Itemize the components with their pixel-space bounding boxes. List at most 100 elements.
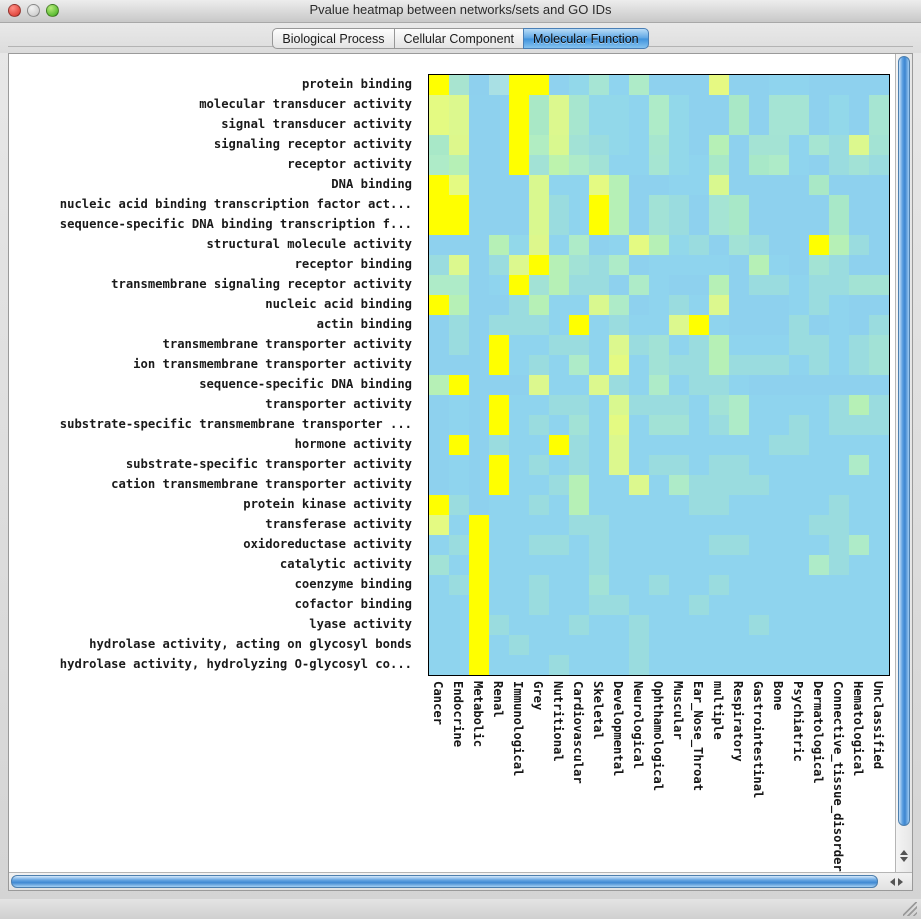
heatmap-cell[interactable]	[769, 435, 789, 455]
heatmap-cell[interactable]	[689, 635, 709, 655]
heatmap-cell[interactable]	[609, 235, 629, 255]
heatmap-cell[interactable]	[729, 115, 749, 135]
heatmap-cell[interactable]	[869, 155, 889, 175]
heatmap-cell[interactable]	[669, 515, 689, 535]
heatmap-cell[interactable]	[429, 575, 449, 595]
heatmap-cell[interactable]	[849, 535, 869, 555]
heatmap-cell[interactable]	[449, 615, 469, 635]
heatmap-cell[interactable]	[749, 595, 769, 615]
heatmap-cell[interactable]	[489, 275, 509, 295]
heatmap-cell[interactable]	[749, 275, 769, 295]
heatmap-cell[interactable]	[549, 635, 569, 655]
heatmap-cell[interactable]	[689, 495, 709, 515]
heatmap-cell[interactable]	[609, 155, 629, 175]
heatmap-cell[interactable]	[729, 495, 749, 515]
heatmap-cell[interactable]	[829, 495, 849, 515]
heatmap-cell[interactable]	[529, 355, 549, 375]
heatmap-cell[interactable]	[449, 175, 469, 195]
heatmap-cell[interactable]	[629, 455, 649, 475]
heatmap-cell[interactable]	[509, 75, 529, 95]
heatmap-cell[interactable]	[729, 635, 749, 655]
heatmap-cell[interactable]	[429, 415, 449, 435]
heatmap-cell[interactable]	[629, 435, 649, 455]
heatmap-cell[interactable]	[689, 255, 709, 275]
heatmap-cell[interactable]	[589, 415, 609, 435]
heatmap-cell[interactable]	[629, 375, 649, 395]
heatmap-cell[interactable]	[669, 295, 689, 315]
heatmap-cell[interactable]	[669, 575, 689, 595]
heatmap-cell[interactable]	[729, 555, 749, 575]
heatmap-cell[interactable]	[649, 475, 669, 495]
heatmap-cell[interactable]	[829, 355, 849, 375]
heatmap-cell[interactable]	[489, 115, 509, 135]
heatmap-cell[interactable]	[609, 135, 629, 155]
heatmap-cell[interactable]	[449, 575, 469, 595]
heatmap-cell[interactable]	[789, 255, 809, 275]
heatmap-cell[interactable]	[429, 115, 449, 135]
heatmap-cell[interactable]	[729, 415, 749, 435]
heatmap-cell[interactable]	[689, 335, 709, 355]
heatmap-cell[interactable]	[869, 435, 889, 455]
heatmap-cell[interactable]	[509, 315, 529, 335]
heatmap-cell[interactable]	[729, 275, 749, 295]
heatmap-cell[interactable]	[849, 455, 869, 475]
heatmap-cell[interactable]	[649, 555, 669, 575]
heatmap-cell[interactable]	[869, 575, 889, 595]
heatmap-cell[interactable]	[869, 375, 889, 395]
heatmap-cell[interactable]	[749, 575, 769, 595]
heatmap-cell[interactable]	[789, 615, 809, 635]
heatmap-cell[interactable]	[789, 335, 809, 355]
heatmap-cell[interactable]	[849, 415, 869, 435]
heatmap-cell[interactable]	[709, 395, 729, 415]
heatmap-cell[interactable]	[809, 535, 829, 555]
heatmap-cell[interactable]	[749, 295, 769, 315]
heatmap-cell[interactable]	[429, 535, 449, 555]
heatmap-cell[interactable]	[829, 335, 849, 355]
heatmap-cell[interactable]	[509, 375, 529, 395]
heatmap-cell[interactable]	[769, 355, 789, 375]
heatmap-cell[interactable]	[729, 655, 749, 675]
heatmap-cell[interactable]	[869, 455, 889, 475]
heatmap-cell[interactable]	[609, 215, 629, 235]
heatmap-cell[interactable]	[749, 315, 769, 335]
heatmap-cell[interactable]	[869, 195, 889, 215]
heatmap-cell[interactable]	[649, 255, 669, 275]
heatmap-cell[interactable]	[649, 155, 669, 175]
heatmap-cell[interactable]	[729, 175, 749, 195]
heatmap-cell[interactable]	[869, 335, 889, 355]
heatmap-cell[interactable]	[689, 135, 709, 155]
heatmap-cell[interactable]	[709, 315, 729, 335]
heatmap-cell[interactable]	[729, 255, 749, 275]
heatmap-cell[interactable]	[569, 135, 589, 155]
heatmap-cell[interactable]	[869, 415, 889, 435]
heatmap-cell[interactable]	[589, 175, 609, 195]
heatmap-cell[interactable]	[589, 495, 609, 515]
heatmap-cell[interactable]	[689, 395, 709, 415]
heatmap-cell[interactable]	[549, 95, 569, 115]
heatmap-cell[interactable]	[529, 535, 549, 555]
heatmap-cell[interactable]	[809, 235, 829, 255]
heatmap-cell[interactable]	[689, 615, 709, 635]
heatmap-cell[interactable]	[649, 275, 669, 295]
heatmap-cell[interactable]	[689, 375, 709, 395]
heatmap-cell[interactable]	[789, 295, 809, 315]
heatmap-cell[interactable]	[769, 275, 789, 295]
heatmap-cell[interactable]	[609, 495, 629, 515]
heatmap-cell[interactable]	[629, 215, 649, 235]
heatmap-cell[interactable]	[869, 475, 889, 495]
heatmap-cell[interactable]	[849, 615, 869, 635]
heatmap-cell[interactable]	[549, 455, 569, 475]
heatmap-cell[interactable]	[589, 355, 609, 375]
heatmap-cell[interactable]	[469, 315, 489, 335]
heatmap-cell[interactable]	[569, 455, 589, 475]
heatmap-cell[interactable]	[649, 235, 669, 255]
heatmap-cell[interactable]	[609, 395, 629, 415]
heatmap-cell[interactable]	[689, 315, 709, 335]
zoom-button[interactable]	[46, 4, 59, 17]
heatmap-cell[interactable]	[589, 615, 609, 635]
heatmap-cell[interactable]	[509, 435, 529, 455]
heatmap-cell[interactable]	[469, 215, 489, 235]
heatmap-cell[interactable]	[769, 635, 789, 655]
heatmap-cell[interactable]	[709, 355, 729, 375]
heatmap-cell[interactable]	[809, 75, 829, 95]
